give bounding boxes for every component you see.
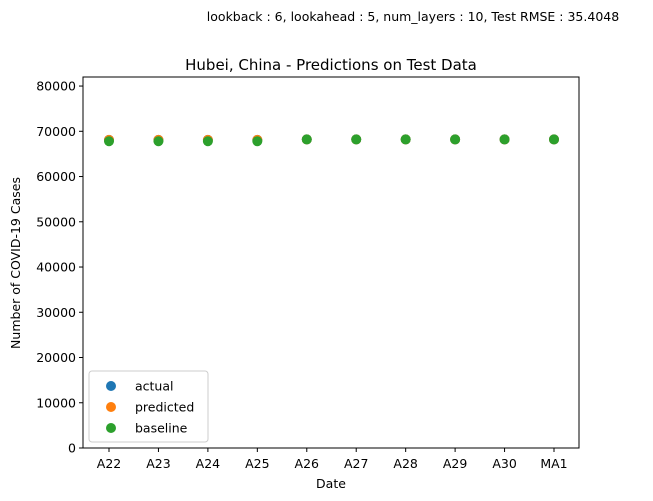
baseline-point <box>549 134 559 145</box>
y-tick-label: 80000 <box>36 79 76 94</box>
x-tick-label: A29 <box>443 456 468 471</box>
legend: actual predicted baseline <box>88 370 209 443</box>
series-baseline <box>104 134 559 147</box>
y-tick-label: 20000 <box>36 350 76 365</box>
baseline-point <box>252 136 263 147</box>
legend-marker-actual <box>106 381 116 391</box>
baseline-point <box>499 134 510 145</box>
x-tick-label: MA1 <box>540 456 567 471</box>
y-tick-label: 70000 <box>36 124 76 139</box>
series-predicted <box>104 134 559 145</box>
legend-label-predicted: predicted <box>135 400 194 415</box>
x-tick-label: A28 <box>393 456 418 471</box>
x-tick-label: A25 <box>245 456 269 471</box>
legend-label-actual: actual <box>135 379 174 394</box>
x-tick-label: A23 <box>146 456 170 471</box>
baseline-point <box>450 134 461 145</box>
y-tick-label: 30000 <box>36 305 76 320</box>
chart-title: Hubei, China - Predictions on Test Data <box>185 56 477 74</box>
x-tick-label: A26 <box>295 456 320 471</box>
data-points <box>104 134 559 147</box>
baseline-point <box>301 134 312 145</box>
x-axis-label: Date <box>316 476 346 491</box>
baseline-point <box>351 134 362 145</box>
y-tick-label: 40000 <box>36 260 76 275</box>
series-actual <box>104 134 559 145</box>
baseline-point <box>104 136 114 147</box>
legend-marker-predicted <box>106 402 116 412</box>
y-tick-label: 10000 <box>36 395 76 410</box>
baseline-point <box>153 136 164 147</box>
y-axis-label: Number of COVID-19 Cases <box>8 177 23 349</box>
x-axis: A22 A23 A24 A25 A26 A27 A28 A29 A30 MA1 <box>97 448 568 471</box>
y-axis: 0 10000 20000 30000 40000 50000 60000 70000 8000… <box>36 79 83 456</box>
legend-marker-baseline <box>106 423 116 433</box>
baseline-point <box>400 134 411 145</box>
y-tick-label: 60000 <box>36 169 76 184</box>
legend-label-baseline: baseline <box>135 421 188 436</box>
plot-area <box>82 76 580 449</box>
baseline-point <box>202 136 213 147</box>
plot-frame <box>82 76 580 449</box>
x-tick-label: A30 <box>492 456 517 471</box>
legend-frame <box>88 370 209 443</box>
chart-suptitle: lookback : 6, lookahead : 5, num_layers … <box>207 9 619 24</box>
x-tick-label: A27 <box>344 456 368 471</box>
x-tick-label: A22 <box>97 456 121 471</box>
y-tick-label: 0 <box>68 441 76 456</box>
y-tick-label: 50000 <box>36 214 76 229</box>
x-tick-label: A24 <box>196 456 221 471</box>
